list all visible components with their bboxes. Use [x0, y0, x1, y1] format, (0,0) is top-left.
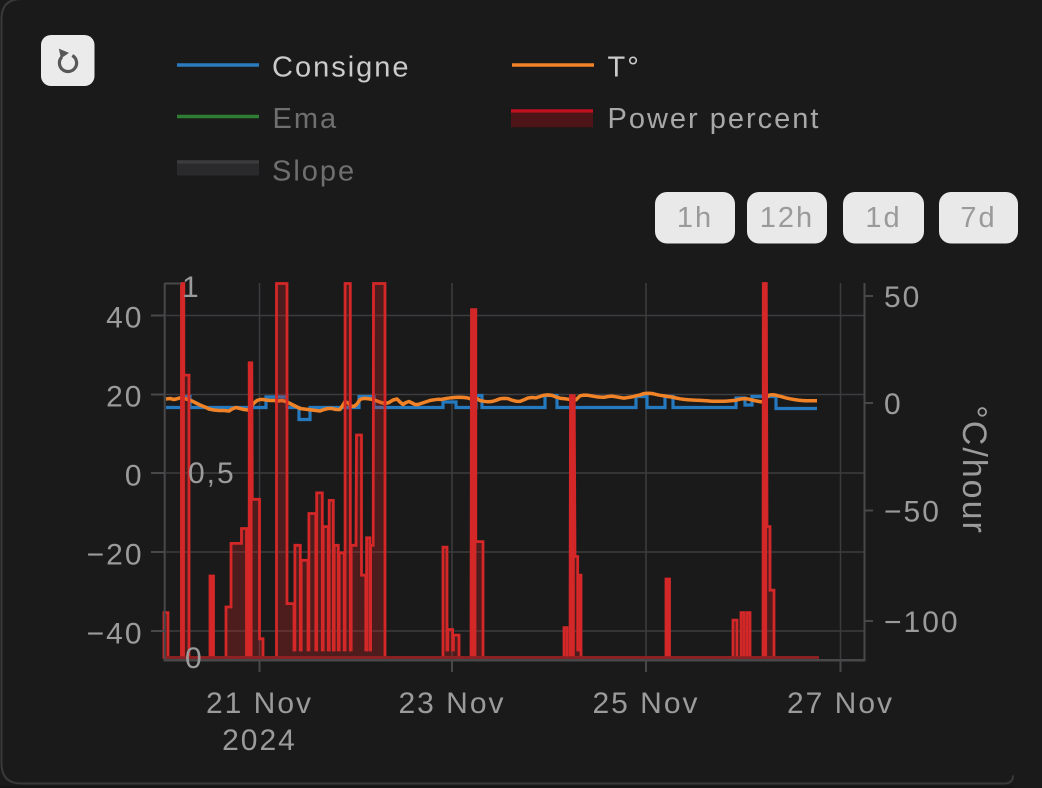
svg-text:1d: 1d [865, 202, 901, 234]
svg-text:2024: 2024 [222, 724, 297, 757]
svg-text:Slope: Slope [272, 156, 356, 188]
svg-text:20: 20 [106, 381, 143, 414]
svg-text:−100: −100 [884, 606, 960, 639]
svg-text:Ema: Ema [273, 103, 339, 135]
svg-text:0: 0 [185, 642, 204, 675]
svg-text:50: 50 [884, 281, 921, 314]
svg-text:0,5: 0,5 [188, 457, 236, 490]
svg-text:1: 1 [182, 271, 201, 304]
svg-text:Consigne: Consigne [272, 52, 411, 84]
svg-text:25 Nov: 25 Nov [592, 687, 699, 720]
svg-text:−40: −40 [87, 618, 144, 651]
svg-text:23 Nov: 23 Nov [398, 687, 505, 720]
svg-text:T°: T° [608, 52, 641, 84]
svg-text:Power percent: Power percent [608, 103, 821, 135]
svg-text:27 Nov: 27 Nov [787, 687, 894, 720]
svg-text:0: 0 [884, 388, 903, 421]
svg-text:−20: −20 [87, 539, 144, 572]
svg-text:21 Nov: 21 Nov [206, 687, 313, 720]
svg-text:12h: 12h [760, 202, 814, 234]
svg-text:40: 40 [106, 302, 143, 335]
svg-text:0: 0 [125, 460, 144, 493]
svg-text:−50: −50 [884, 496, 941, 529]
svg-text:°C/hour: °C/hour [955, 405, 993, 535]
svg-text:7d: 7d [960, 202, 996, 234]
svg-text:1h: 1h [677, 202, 713, 234]
